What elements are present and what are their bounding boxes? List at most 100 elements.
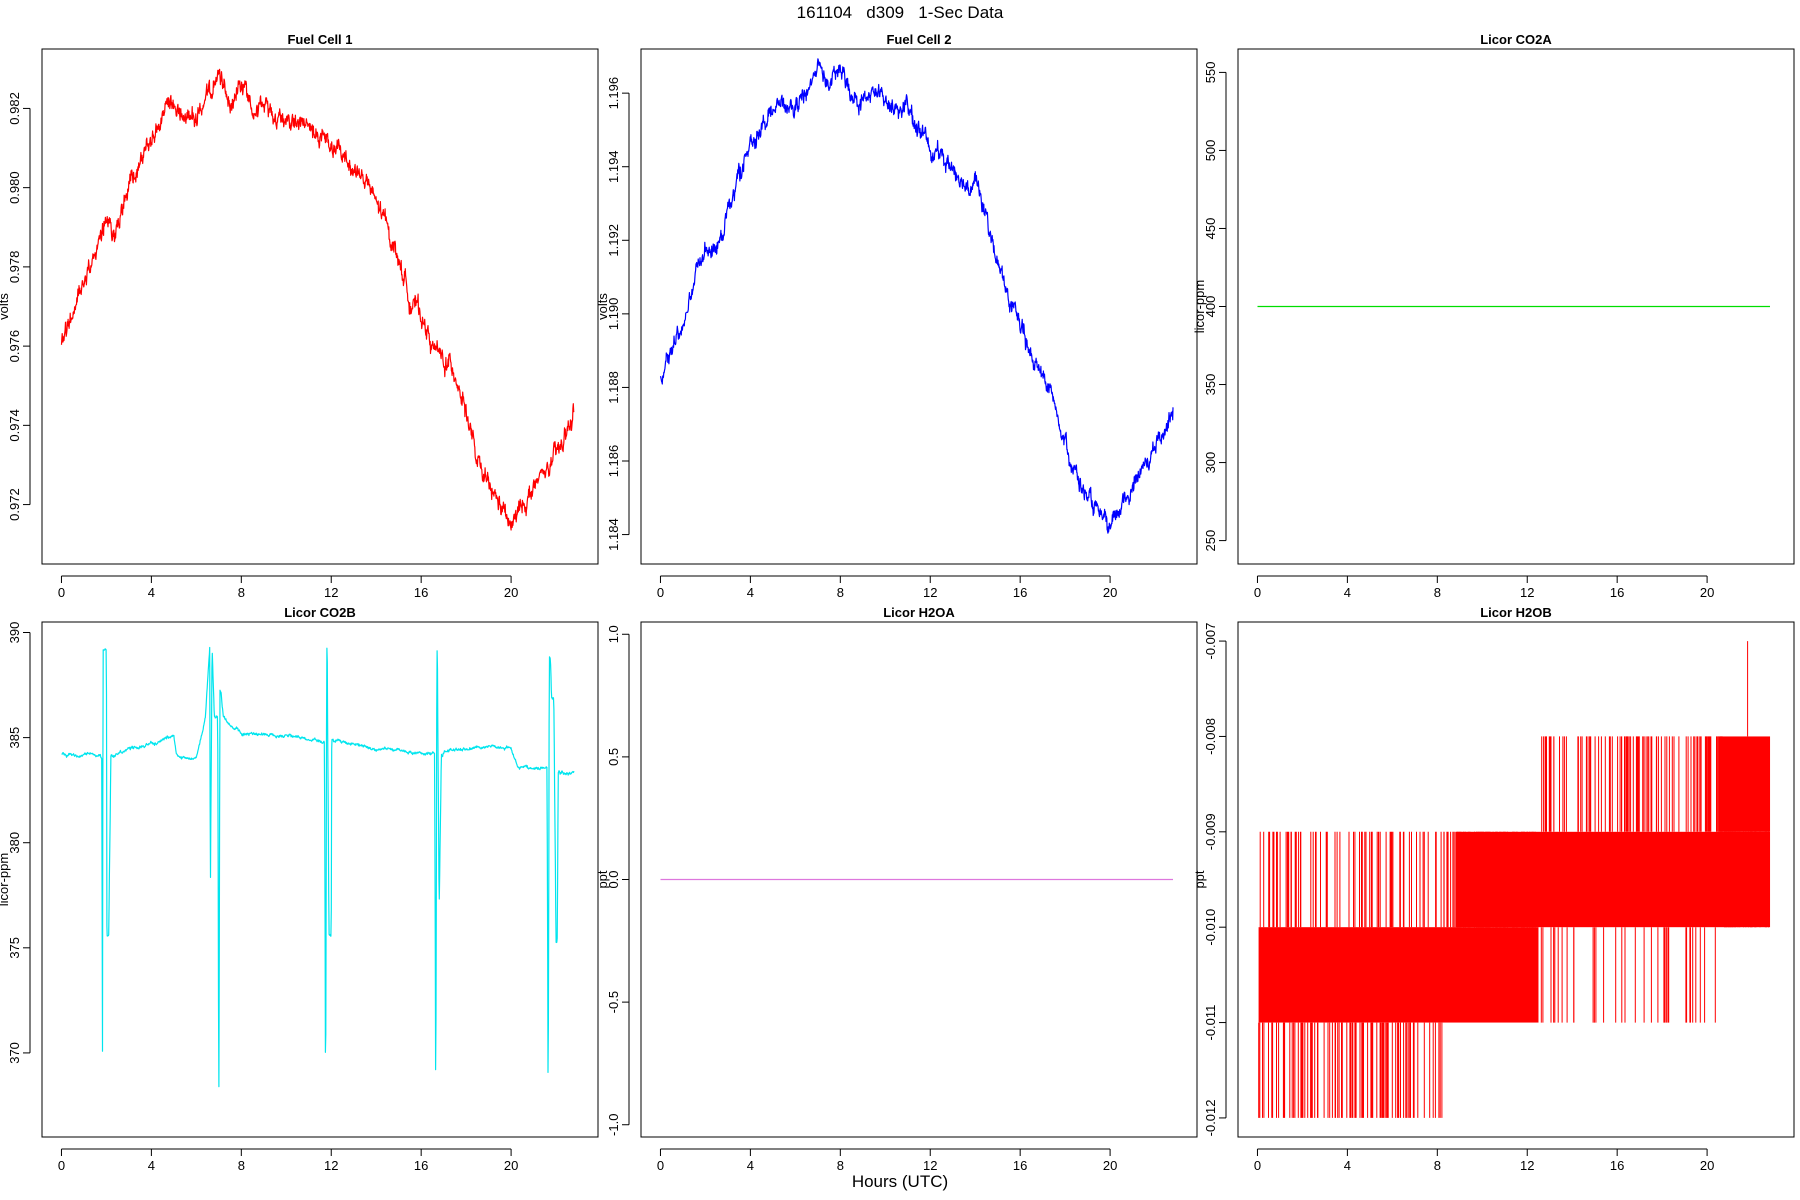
y-tick-label: 390 (7, 622, 22, 644)
panel-title: Fuel Cell 2 (886, 32, 951, 47)
x-tick-label: 4 (747, 585, 754, 600)
y-tick-label: 1.184 (606, 518, 621, 551)
data-series-line (60, 68, 575, 531)
panel-title: Fuel Cell 1 (287, 32, 352, 47)
y-axis-label: licor-ppm (1192, 280, 1207, 333)
x-tick-label: 12 (923, 585, 937, 600)
page-title: 161104 d309 1-Sec Data (796, 3, 1004, 22)
x-axis-label: Hours (UTC) (851, 1172, 949, 1191)
y-tick-label: 1.0 (606, 625, 621, 643)
y-tick-label: 1.186 (606, 445, 621, 478)
y-axis-label: volts (595, 293, 610, 320)
chart-panel-4: Licor CO2B 0 4 8 12 16 20 370 375 380 385 390 licor-… (0, 605, 599, 1173)
x-tick-label: 16 (414, 585, 428, 600)
x-tick-label: 20 (504, 585, 518, 600)
x-tick-label: 8 (1434, 1158, 1441, 1173)
x-tick-label: 20 (504, 1158, 518, 1173)
x-tick-label: 8 (837, 585, 844, 600)
y-tick-label: 350 (1203, 374, 1218, 396)
y-tick-label: 0.976 (7, 330, 22, 363)
y-tick-label: -0.011 (1203, 1005, 1218, 1041)
y-tick-label: 370 (7, 1042, 22, 1064)
y-tick-label: 0.972 (7, 488, 22, 521)
chart-panel-5: Licor H2OA 0 4 8 12 16 20 -1.0 -0.5 0.0 0.5 1.0 ppt (595, 605, 1198, 1173)
x-tick-label: 4 (148, 585, 155, 600)
y-tick-label: 1.190 (606, 298, 621, 331)
x-tick-label: 4 (1344, 585, 1351, 600)
plot-frame (41, 621, 599, 1138)
data-spikes (1258, 641, 1769, 1118)
y-tick-label: 1.194 (606, 150, 621, 183)
x-tick-label: 4 (747, 1158, 754, 1173)
y-tick-label: 1.188 (606, 371, 621, 404)
y-tick-label: -0.012 (1203, 1099, 1218, 1136)
plot-frame (640, 48, 1198, 565)
y-tick-label: 380 (7, 832, 22, 854)
x-tick-label: 4 (1344, 1158, 1351, 1173)
y-tick-label: -0.5 (606, 991, 621, 1013)
plot-frame (41, 48, 599, 565)
y-tick-label: 1.192 (606, 224, 621, 257)
y-axis-label: ppt (595, 870, 610, 888)
y-tick-label: 450 (1203, 218, 1218, 240)
data-area (1258, 641, 1771, 1118)
x-tick-label: 0 (58, 1158, 65, 1173)
x-tick-label: 16 (1610, 1158, 1624, 1173)
x-tick-label: 16 (1013, 1158, 1027, 1173)
x-tick-label: 8 (837, 1158, 844, 1173)
x-tick-label: 0 (58, 585, 65, 600)
data-band (1718, 736, 1771, 832)
y-tick-label: -0.007 (1203, 623, 1218, 660)
panel-title: Licor H2OB (1480, 605, 1552, 620)
y-tick-label: 500 (1203, 140, 1218, 162)
x-tick-label: 12 (1520, 1158, 1534, 1173)
y-tick-label: -0.010 (1203, 909, 1218, 946)
chart-panel-2: Fuel Cell 2 0 4 8 12 16 20 1.184 1.186 1.188 1.190… (595, 32, 1198, 600)
x-tick-label: 20 (1700, 585, 1714, 600)
y-tick-label: 0.0 (606, 870, 621, 888)
x-tick-label: 8 (238, 585, 245, 600)
x-tick-label: 0 (657, 585, 664, 600)
data-series-line (61, 646, 575, 1088)
x-tick-label: 0 (1254, 1158, 1261, 1173)
plot-frame (640, 621, 1198, 1138)
y-tick-label: 0.974 (7, 409, 22, 442)
y-axis-label: ppt (1192, 870, 1207, 888)
y-axis-label: licor-ppm (0, 853, 11, 906)
y-tick-label: 300 (1203, 452, 1218, 474)
x-tick-label: 12 (1520, 585, 1534, 600)
y-tick-label: 550 (1203, 62, 1218, 84)
y-tick-label: -0.008 (1203, 718, 1218, 755)
x-tick-label: 20 (1103, 585, 1117, 600)
y-tick-label: 400 (1203, 296, 1218, 318)
plot-frame (1237, 48, 1795, 565)
panel-title: Licor CO2A (1480, 32, 1552, 47)
plot-frame (1237, 621, 1795, 1138)
y-tick-label: 0.5 (606, 748, 621, 766)
data-area (659, 58, 1174, 534)
panel-title: Licor CO2B (284, 605, 356, 620)
x-tick-label: 8 (1434, 585, 1441, 600)
x-tick-label: 0 (657, 1158, 664, 1173)
panel-title: Licor H2OA (883, 605, 955, 620)
y-tick-label: 0.982 (7, 92, 22, 125)
y-tick-label: 375 (7, 937, 22, 959)
data-area (60, 68, 575, 531)
x-tick-label: 0 (1254, 585, 1261, 600)
y-tick-label: -1.0 (606, 1114, 621, 1136)
data-band (1258, 927, 1539, 1023)
chart-panel-6: Licor H2OB 0 4 8 12 16 20 -0.012 -0.011 -0.010 -0.… (1192, 605, 1795, 1173)
data-band (1455, 831, 1771, 928)
y-axis-label: volts (0, 293, 11, 320)
y-tick-label: 250 (1203, 530, 1218, 552)
x-tick-label: 20 (1103, 1158, 1117, 1173)
y-tick-label: 385 (7, 727, 22, 749)
x-tick-label: 16 (1610, 585, 1624, 600)
chart-panel-1: Fuel Cell 1 0 4 8 12 16 20 0.972 0.974 0.976 0.978… (0, 32, 599, 600)
y-tick-label: 1.196 (606, 77, 621, 110)
y-tick-label: -0.009 (1203, 813, 1218, 850)
data-series-line (659, 58, 1174, 534)
x-tick-label: 8 (238, 1158, 245, 1173)
y-tick-label: 0.978 (7, 251, 22, 284)
